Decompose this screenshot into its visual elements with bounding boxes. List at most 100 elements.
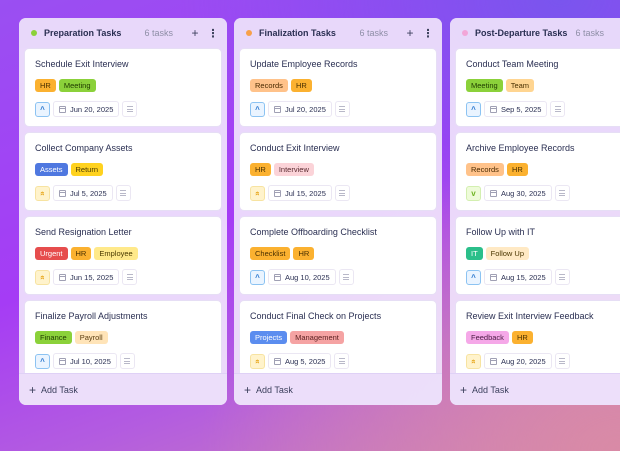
description-button[interactable]	[122, 101, 138, 117]
card-footer: v Aug 30, 2025	[466, 185, 620, 201]
priority-up-icon: ^	[255, 272, 260, 282]
due-date-button[interactable]: Jun 20, 2025	[53, 101, 120, 117]
task-card[interactable]: Update Employee Records Records HR ^ Jul …	[239, 48, 437, 127]
calendar-icon	[59, 105, 66, 113]
calendar-icon	[490, 105, 497, 113]
description-button[interactable]	[334, 353, 350, 369]
description-button[interactable]	[119, 353, 135, 369]
column-title: Post-Departure Tasks	[475, 28, 568, 38]
card-title: Review Exit Interview Feedback	[466, 311, 594, 321]
card-title: Complete Offboarding Checklist	[250, 227, 377, 237]
tag-badge: HR	[511, 331, 533, 344]
due-date-button[interactable]: Jul 20, 2025	[268, 101, 332, 117]
tag-badge: HR	[70, 247, 92, 260]
description-button[interactable]	[338, 269, 354, 285]
task-card[interactable]: Collect Company Assets Assets Return » Ju…	[24, 132, 222, 211]
due-date-button[interactable]: Jul 15, 2025	[268, 185, 332, 201]
priority-button[interactable]: »	[250, 353, 265, 369]
tag-list: Urgent HR Employee	[35, 247, 211, 260]
priority-button[interactable]: ^	[35, 353, 50, 369]
add-task-label: Add Task	[41, 384, 78, 395]
tag-list: Assets Return	[35, 163, 211, 176]
calendar-icon	[274, 273, 281, 281]
due-date: Jul 5, 2025	[70, 188, 107, 198]
notes-icon	[554, 106, 561, 107]
due-date-button[interactable]: Jul 5, 2025	[53, 185, 113, 201]
column-menu-button[interactable]: ⋮	[422, 26, 434, 40]
tag-badge: Interview	[273, 163, 314, 176]
priority-button[interactable]: »	[35, 185, 50, 201]
description-button[interactable]	[554, 269, 570, 285]
task-card[interactable]: Archive Employee Records Records HR v Aug…	[455, 132, 620, 211]
status-dot-icon	[462, 30, 468, 36]
description-button[interactable]	[550, 101, 566, 117]
task-card[interactable]: Finalize Payroll Adjustments Finance Payr…	[24, 300, 222, 373]
priority-button[interactable]: »	[466, 353, 481, 369]
tag-badge: Return	[70, 163, 104, 176]
add-card-button[interactable]: +	[404, 26, 416, 40]
column-header: Preparation Tasks 6 tasks + ⋮	[19, 18, 227, 48]
priority-button[interactable]: ^	[250, 269, 265, 285]
add-task-button[interactable]: + Add Task	[234, 373, 442, 405]
column-header: Finalization Tasks 6 tasks + ⋮	[234, 18, 442, 48]
add-task-button[interactable]: + Add Task	[19, 373, 227, 405]
task-card[interactable]: Conduct Final Check on Projects Projects…	[239, 300, 437, 373]
column-1: Finalization Tasks 6 tasks + ⋮ Update Em…	[234, 18, 442, 405]
task-card[interactable]: Follow Up with IT IT Follow Up ^ Aug 15, …	[455, 216, 620, 295]
tag-list: HR Interview	[250, 163, 426, 176]
task-card[interactable]: Conduct Exit Interview HR Interview » Jul…	[239, 132, 437, 211]
due-date-button[interactable]: Aug 15, 2025	[484, 269, 552, 285]
task-card[interactable]: Schedule Exit Interview HR Meeting ^ Jun …	[24, 48, 222, 127]
task-card[interactable]: Complete Offboarding Checklist Checklist…	[239, 216, 437, 295]
priority-button[interactable]: ^	[35, 101, 50, 117]
description-button[interactable]	[334, 101, 350, 117]
due-date-button[interactable]: Jul 10, 2025	[53, 353, 117, 369]
task-card[interactable]: Send Resignation Letter Urgent HR Employee…	[24, 216, 222, 295]
add-task-button[interactable]: + Add Task	[450, 373, 620, 405]
task-card[interactable]: Review Exit Interview Feedback Feedback H…	[455, 300, 620, 373]
card-list[interactable]: Update Employee Records Records HR ^ Jul …	[239, 48, 437, 373]
card-list[interactable]: Schedule Exit Interview HR Meeting ^ Jun …	[24, 48, 222, 373]
card-title: Archive Employee Records	[466, 143, 575, 153]
tag-badge: Meeting	[58, 79, 96, 92]
card-list[interactable]: Conduct Team Meeting Meeting Team ^ Sep 5…	[455, 48, 620, 373]
description-button[interactable]	[115, 185, 131, 201]
card-footer: ^ Aug 15, 2025	[466, 269, 620, 285]
card-footer: » Aug 5, 2025	[250, 353, 426, 369]
description-button[interactable]	[334, 185, 350, 201]
description-button[interactable]	[554, 185, 570, 201]
add-task-label: Add Task	[256, 384, 293, 395]
calendar-icon	[59, 357, 66, 365]
priority-button[interactable]: »	[35, 269, 50, 285]
due-date-button[interactable]: Aug 5, 2025	[268, 353, 332, 369]
card-title: Conduct Final Check on Projects	[250, 311, 382, 321]
due-date-button[interactable]: Aug 10, 2025	[268, 269, 336, 285]
priority-button[interactable]: ^	[466, 101, 481, 117]
add-task-label: Add Task	[472, 384, 509, 395]
card-footer: » Jun 15, 2025	[35, 269, 211, 285]
task-card[interactable]: Conduct Team Meeting Meeting Team ^ Sep 5…	[455, 48, 620, 127]
priority-button[interactable]: ^	[250, 101, 265, 117]
priority-button[interactable]: v	[466, 185, 481, 201]
description-button[interactable]	[122, 269, 138, 285]
due-date: Aug 5, 2025	[285, 356, 326, 366]
more-vertical-icon: ⋮	[422, 27, 434, 40]
tag-list: Feedback HR	[466, 331, 620, 344]
add-card-button[interactable]: +	[189, 26, 201, 40]
tag-badge: Follow Up	[485, 247, 530, 260]
task-count: 6 tasks	[359, 28, 388, 38]
due-date-button[interactable]: Aug 30, 2025	[484, 185, 552, 201]
column-2: Post-Departure Tasks 6 tasks + ⋮ Conduct…	[450, 18, 620, 405]
due-date: Aug 15, 2025	[501, 272, 546, 282]
description-button[interactable]	[554, 353, 570, 369]
notes-icon	[124, 358, 131, 359]
due-date-button[interactable]: Sep 5, 2025	[484, 101, 548, 117]
due-date-button[interactable]: Jun 15, 2025	[53, 269, 120, 285]
notes-icon	[343, 274, 350, 275]
priority-button[interactable]: »	[250, 185, 265, 201]
tag-badge: Checklist	[250, 247, 291, 260]
due-date-button[interactable]: Aug 20, 2025	[484, 353, 552, 369]
column-menu-button[interactable]: ⋮	[207, 26, 219, 40]
priority-button[interactable]: ^	[466, 269, 481, 285]
